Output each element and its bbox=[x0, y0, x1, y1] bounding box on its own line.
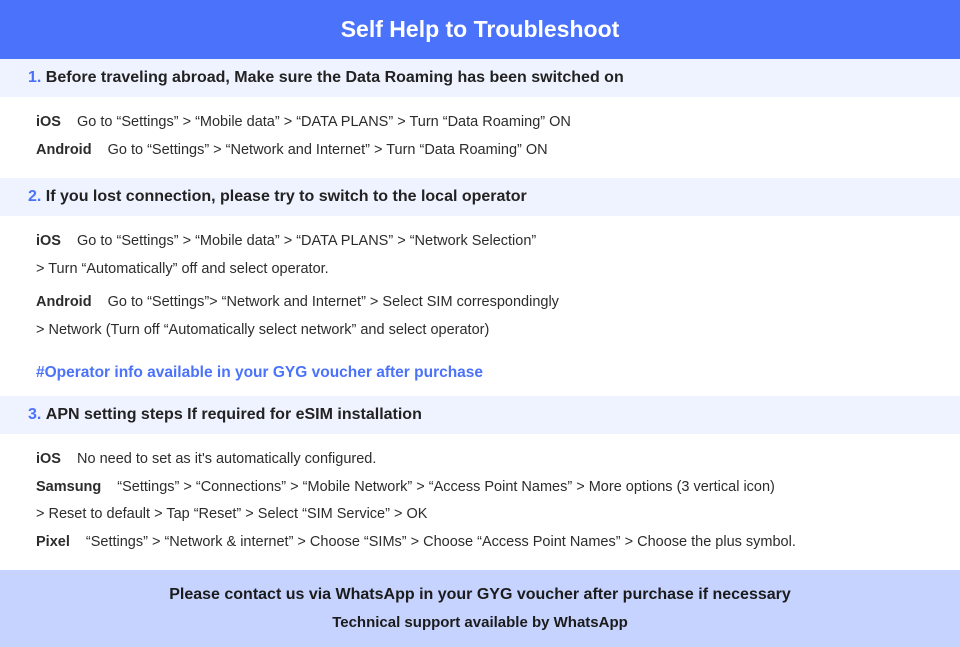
section-1-title-bold: Before traveling abroad, bbox=[46, 69, 230, 86]
section-1-android-row: Android Go to “Settings” > “Network and … bbox=[36, 137, 924, 165]
section-2-number: 2. bbox=[28, 188, 41, 205]
section-3-pixel-row: Pixel “Settings” > “Network & internet” … bbox=[36, 529, 924, 557]
section-3-number: 3. bbox=[28, 406, 41, 423]
section-2-ios-row1: iOS Go to “Settings” > “Mobile data” > “… bbox=[36, 228, 924, 256]
platform-label-samsung: Samsung bbox=[36, 479, 101, 495]
platform-label-android: Android bbox=[36, 294, 92, 310]
section-3-samsung-row1: Samsung “Settings” > “Connections” > “Mo… bbox=[36, 474, 924, 502]
platform-label-ios: iOS bbox=[36, 451, 61, 467]
page-title: Self Help to Troubleshoot bbox=[0, 0, 960, 59]
section-2-android-row2: > Network (Turn off “Automatically selec… bbox=[36, 317, 924, 345]
section-3-samsung-text1: “Settings” > “Connections” > “Mobile Net… bbox=[117, 479, 775, 495]
section-3-samsung-row2: > Reset to default > Tap “Reset” > Selec… bbox=[36, 501, 924, 529]
section-3-ios-text: No need to set as it's automatically con… bbox=[77, 451, 376, 467]
footer-line2: Technical support available by WhatsApp bbox=[0, 614, 960, 631]
section-3-title: APN setting steps If required for eSIM i… bbox=[46, 406, 422, 423]
section-2-note: #Operator info available in your GYG vou… bbox=[0, 358, 960, 396]
section-2-heading: 2. If you lost connection, please try to… bbox=[0, 178, 960, 216]
section-1-ios-row: iOS Go to “Settings” > “Mobile data” > “… bbox=[36, 109, 924, 137]
section-1-ios-text: Go to “Settings” > “Mobile data” > “DATA… bbox=[77, 114, 571, 130]
footer: Please contact us via WhatsApp in your G… bbox=[0, 570, 960, 647]
section-2-android-row1: Android Go to “Settings”> “Network and I… bbox=[36, 289, 924, 317]
platform-label-ios: iOS bbox=[36, 233, 61, 249]
section-2-body: iOS Go to “Settings” > “Mobile data” > “… bbox=[0, 216, 960, 358]
section-3-heading: 3. APN setting steps If required for eSI… bbox=[0, 396, 960, 434]
section-3-pixel-text: “Settings” > “Network & internet” > Choo… bbox=[86, 534, 796, 550]
section-1-title-rest: Make sure the Data Roaming has been swit… bbox=[230, 69, 624, 86]
section-3-ios-row: iOS No need to set as it's automatically… bbox=[36, 446, 924, 474]
section-2-ios-text1: Go to “Settings” > “Mobile data” > “DATA… bbox=[77, 233, 536, 249]
section-3-body: iOS No need to set as it's automatically… bbox=[0, 434, 960, 570]
footer-line1: Please contact us via WhatsApp in your G… bbox=[0, 586, 960, 604]
section-1-body: iOS Go to “Settings” > “Mobile data” > “… bbox=[0, 97, 960, 178]
platform-label-pixel: Pixel bbox=[36, 534, 70, 550]
section-2-android-text1: Go to “Settings”> “Network and Internet”… bbox=[108, 294, 559, 310]
section-2-ios-row2: > Turn “Automatically” off and select op… bbox=[36, 256, 924, 284]
section-1-heading: 1. Before traveling abroad, Make sure th… bbox=[0, 59, 960, 97]
section-1-android-text: Go to “Settings” > “Network and Internet… bbox=[108, 142, 548, 158]
platform-label-android: Android bbox=[36, 142, 92, 158]
section-2-title: If you lost connection, please try to sw… bbox=[46, 188, 527, 205]
platform-label-ios: iOS bbox=[36, 114, 61, 130]
section-1-number: 1. bbox=[28, 69, 41, 86]
